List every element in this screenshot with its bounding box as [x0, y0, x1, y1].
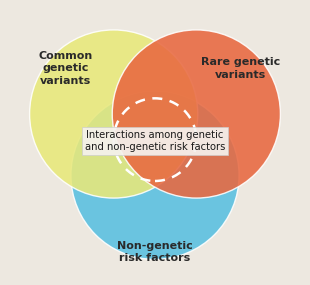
Text: Rare genetic
variants: Rare genetic variants: [201, 57, 280, 80]
Circle shape: [112, 30, 281, 198]
Circle shape: [29, 30, 198, 198]
Text: Common
genetic
variants: Common genetic variants: [38, 51, 92, 86]
Circle shape: [71, 91, 239, 259]
Text: Interactions among genetic
and non-genetic risk factors: Interactions among genetic and non-genet…: [85, 130, 225, 152]
Text: Non-genetic
risk factors: Non-genetic risk factors: [117, 241, 193, 263]
